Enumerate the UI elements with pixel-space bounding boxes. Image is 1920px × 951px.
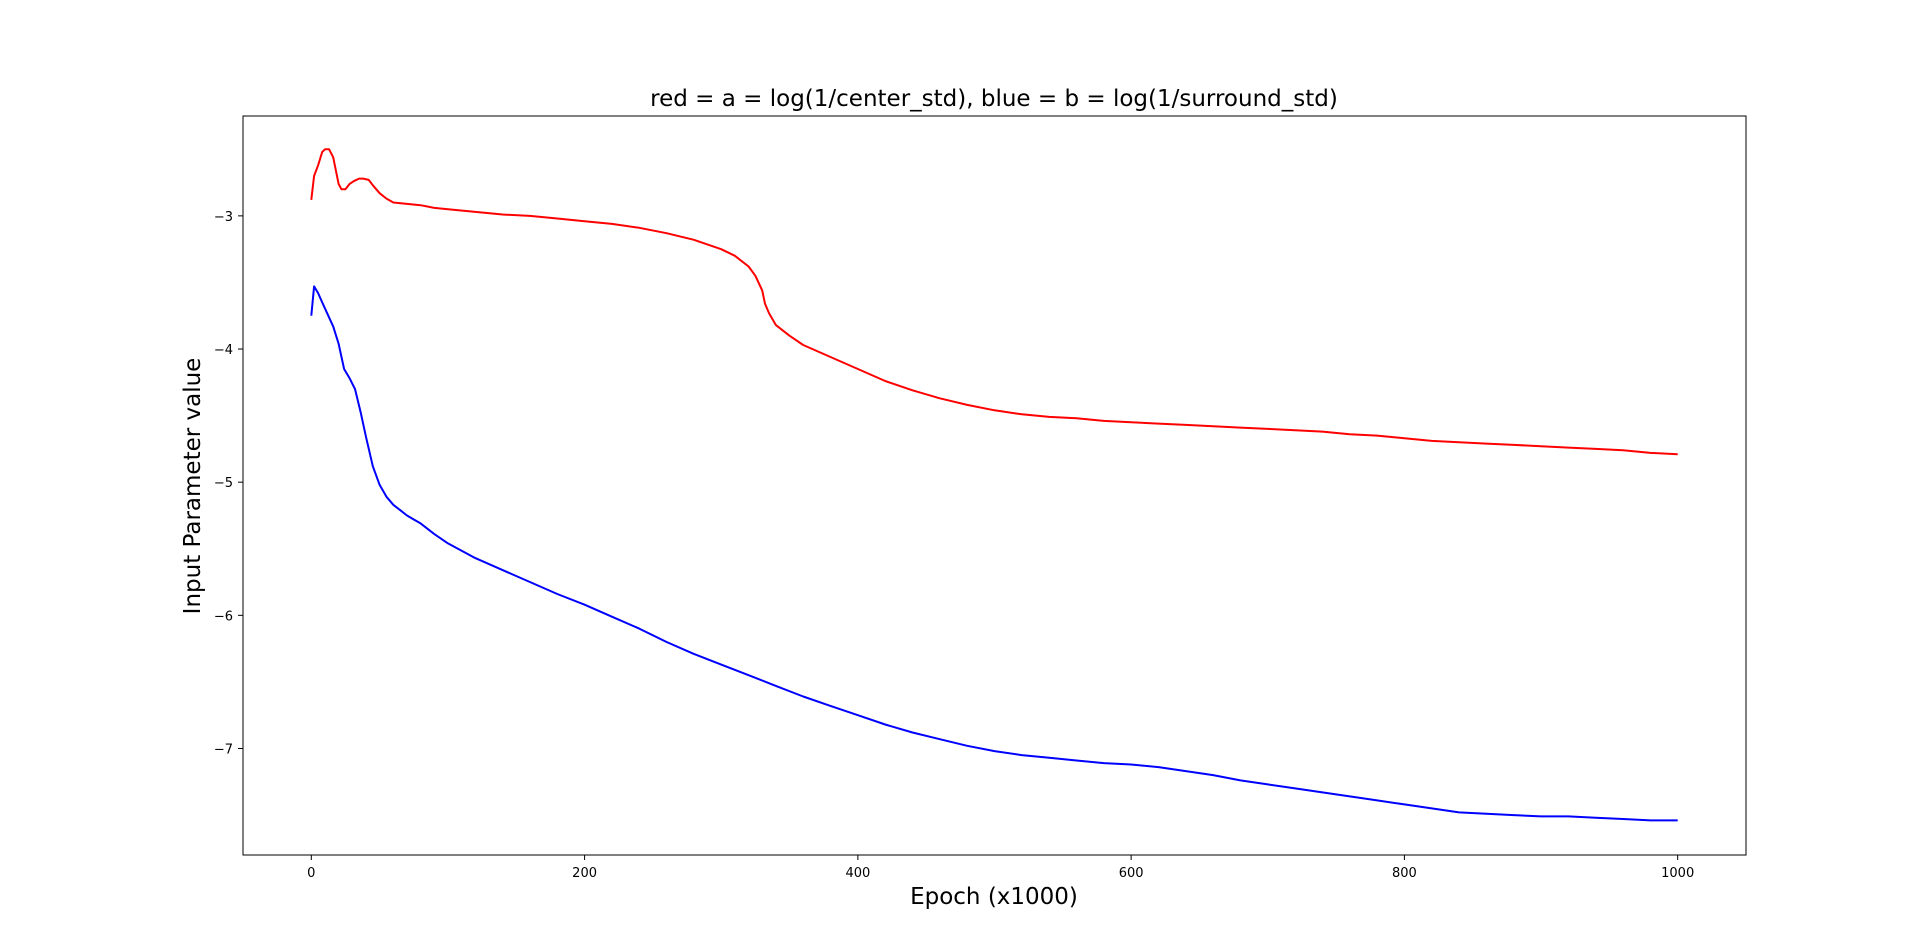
y-axis-label: Input Parameter value bbox=[180, 358, 206, 615]
x-tick-label: 800 bbox=[1392, 866, 1417, 881]
y-axis-ticks: −7 −6 −5 −4 −3 bbox=[214, 210, 243, 757]
plot-area: 0 200 400 600 800 1000 −7 −6 −5 −4 −3 bbox=[214, 115, 1747, 881]
x-axis-ticks: 0 200 400 600 800 1000 bbox=[307, 855, 1694, 881]
x-tick-label: 1000 bbox=[1661, 866, 1694, 881]
y-tick-label: −5 bbox=[214, 476, 233, 491]
series-line-blue bbox=[310, 285, 1678, 822]
x-tick-label: 0 bbox=[307, 866, 315, 881]
y-tick-label: −6 bbox=[214, 609, 233, 624]
x-tick-label: 200 bbox=[572, 866, 597, 881]
y-tick-label: −3 bbox=[214, 210, 233, 225]
y-tick-label: −4 bbox=[214, 343, 233, 358]
chart-title: red = a = log(1/center_std), blue = b = … bbox=[650, 86, 1338, 112]
x-tick-label: 400 bbox=[845, 866, 870, 881]
x-axis-label: Epoch (x1000) bbox=[910, 884, 1078, 910]
y-tick-label: −7 bbox=[214, 742, 233, 757]
plot-frame bbox=[242, 115, 1747, 856]
series-line-red bbox=[310, 148, 1678, 456]
series-layer bbox=[310, 148, 1678, 822]
x-tick-label: 600 bbox=[1119, 866, 1144, 881]
